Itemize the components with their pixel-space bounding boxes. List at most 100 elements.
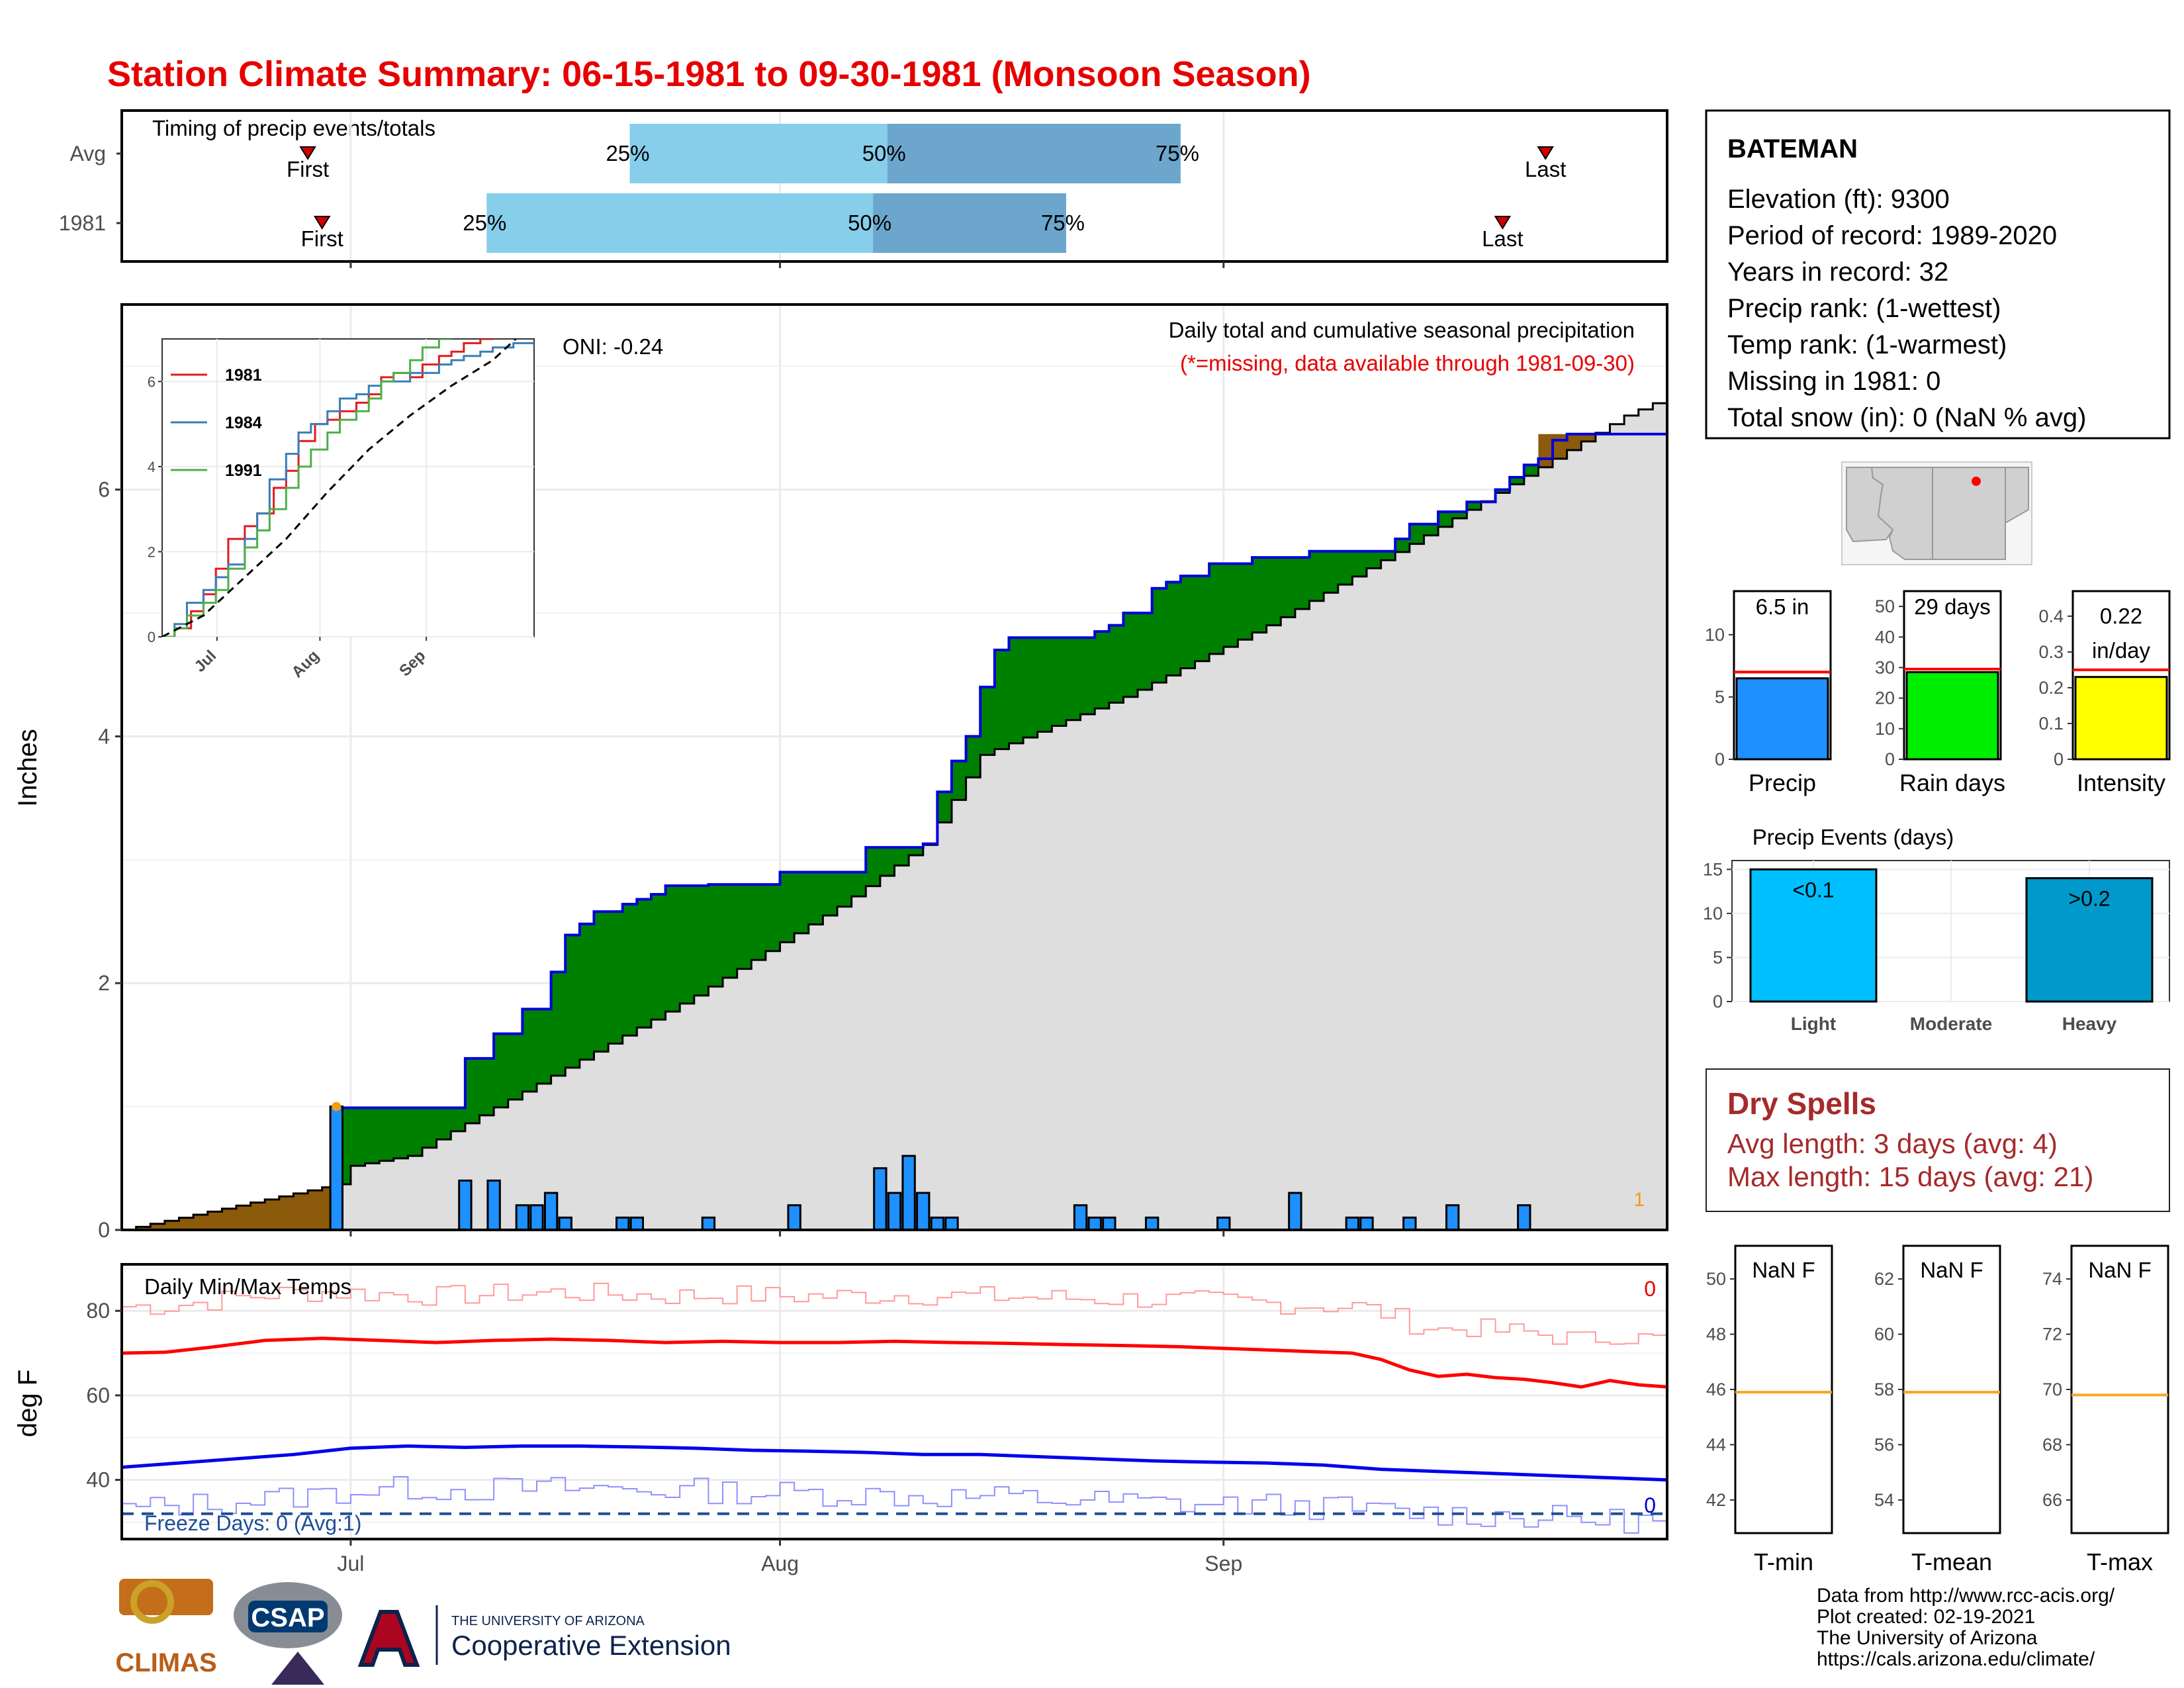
minibar-label: Precip <box>1749 769 1816 796</box>
timing-first-label: First <box>287 157 329 181</box>
station-elevation: Elevation (ft): 9300 <box>1727 185 1950 214</box>
precip-daily-bar <box>916 1192 931 1231</box>
minibar-y-tick-label: 20 <box>1875 688 1895 708</box>
station-period: Period of record: 1989-2020 <box>1727 221 2057 250</box>
csap-mountain <box>271 1652 324 1685</box>
tempbar-label: T-max <box>2087 1548 2153 1575</box>
climas-logo: CLIMAS <box>115 1579 217 1677</box>
tempbar-y-tick-label: 72 <box>2042 1325 2062 1344</box>
csap-logo-text: CSAP <box>251 1603 324 1632</box>
minibar-label: Rain days <box>1899 769 2005 796</box>
timing-pct-label: 50% <box>848 211 891 235</box>
minibar-y-tick-label: 0 <box>1885 749 1895 769</box>
dry-spells-avg-length: Avg length: 3 days (avg: 4) <box>1727 1128 2058 1159</box>
minibar-y-tick-label: 0.4 <box>2038 606 2064 626</box>
timing-bar-q50-q75 <box>873 193 1066 253</box>
tempbar-y-tick-label: 70 <box>2042 1380 2062 1399</box>
tempbar-y-tick-label: 54 <box>1874 1490 1894 1510</box>
precip-events-chart: Precip Events (days) <0.1 Light Moderate >0… <box>1703 825 2170 1034</box>
locator-map <box>1841 461 2032 565</box>
precip-deficit-area-early <box>122 1184 337 1230</box>
precip-daily-bar <box>1073 1204 1088 1231</box>
minibar-y-tick-label: 0.1 <box>2038 714 2064 733</box>
timing-first-label: First <box>301 226 343 251</box>
precip-y-axis-label: Inches <box>13 729 42 807</box>
tempbar-label: T-min <box>1754 1548 1813 1575</box>
precip-average-area <box>336 397 1667 1230</box>
precip-daily-bar <box>1144 1216 1160 1231</box>
inset-y-tick-label: 2 <box>148 543 156 560</box>
temps-panel-frame <box>120 1263 1668 1540</box>
timing-pct-label: 50% <box>862 141 906 165</box>
temperature-bars: 42 44 46 48 50 NaN F T-min 54 56 58 60 62 NaN F T-mea… <box>1706 1244 2169 1575</box>
tempbar-y-tick-label: 74 <box>2042 1269 2062 1289</box>
precip-daily-bar <box>615 1216 630 1231</box>
inset-legend-label: 1991 <box>225 461 262 480</box>
precip-1981-line <box>336 432 1667 1109</box>
events-title: Precip Events (days) <box>1752 825 1954 849</box>
timing-row-1981-label: 1981 <box>59 211 106 235</box>
station-info-frame <box>1705 109 2171 440</box>
precip-daily-bar <box>1402 1216 1417 1231</box>
ua-small-text: THE UNIVERSITY OF ARIZONA <box>451 1614 645 1628</box>
tempbar-value-label: NaN F <box>2088 1258 2151 1282</box>
tempbar-label: T-mean <box>1911 1548 1992 1575</box>
timing-first-marker <box>299 146 316 160</box>
map-texas-edge <box>2005 467 2029 524</box>
inset-legend-label: 1984 <box>225 414 262 432</box>
inset-frame <box>161 338 535 637</box>
station-temp-rank: Temp rank: (1-warmest) <box>1727 330 2007 359</box>
tempbar-y-tick-label: 50 <box>1706 1269 1726 1289</box>
precip-daily-bar <box>1359 1216 1374 1231</box>
precip-y-tick-label: 6 <box>98 478 110 502</box>
tempbar-frame <box>1902 1244 2001 1534</box>
precip-daily-bar <box>1216 1216 1231 1231</box>
precip-panel: Inches Daily total and cumulative seasona… <box>13 303 1668 1242</box>
minibar-y-tick-label: 0.3 <box>2038 642 2064 662</box>
station-snow: Total snow (in): 0 (NaN % avg) <box>1727 403 2086 432</box>
credit-university: The University of Arizona <box>1817 1627 2038 1649</box>
events-bar-label: >0.2 <box>2068 887 2110 911</box>
credit-data-source: Data from http://www.rcc-acis.org/ <box>1817 1585 2115 1607</box>
precip-y-tick-label: 4 <box>98 724 110 748</box>
station-years: Years in record: 32 <box>1727 258 1948 287</box>
temps-y-axis-label: deg F <box>13 1370 42 1437</box>
temps-title: Daily Min/Max Temps <box>144 1274 351 1299</box>
ua-block-a <box>357 1610 420 1667</box>
temps-y-tick-label: 40 <box>86 1468 110 1492</box>
minibar-value-label-line2: in/day <box>2092 638 2151 663</box>
precip-daily-bar <box>901 1154 916 1231</box>
inset-y-tick-label: 0 <box>148 629 156 645</box>
minibar-y-tick-label: 10 <box>1875 719 1895 739</box>
events-category-label: Heavy <box>2062 1013 2117 1034</box>
temps-x-tick-label: Aug <box>761 1552 799 1575</box>
page-title: Station Climate Summary: 06-15-1981 to 0… <box>107 54 1311 94</box>
timing-bar-q25-q50 <box>486 193 874 253</box>
minibar-y-tick-label: 30 <box>1875 657 1895 677</box>
tempbar-y-tick-label: 48 <box>1706 1325 1726 1344</box>
timing-last-label: Last <box>1525 157 1566 181</box>
precip-daily-bar <box>486 1179 501 1231</box>
tempbar-value-label: NaN F <box>1752 1258 1815 1282</box>
events-y-tick-label: 0 <box>1713 992 1723 1011</box>
precip-daily-bar <box>1288 1192 1302 1231</box>
events-category-label: Light <box>1791 1013 1836 1034</box>
minibar-y-tick-label: 10 <box>1705 625 1725 645</box>
inset-series-line <box>162 342 534 637</box>
timing-bar-q50-q75 <box>887 124 1181 183</box>
tempbar-frame <box>1734 1244 1833 1534</box>
ua-logo: THE UNIVERSITY OF ARIZONA Cooperative Ex… <box>357 1605 731 1667</box>
minibar-y-tick-label: 0 <box>2054 749 2064 769</box>
precip-daily-bar <box>1517 1204 1531 1231</box>
precip-daily-bar <box>515 1204 530 1231</box>
minibar-value-label-line1: 0.22 <box>2100 604 2142 628</box>
minibar-y-tick-label: 5 <box>1715 687 1725 707</box>
precip-panel-frame <box>120 303 1668 1231</box>
csap-badge <box>248 1601 328 1632</box>
tempbar-y-tick-label: 68 <box>2042 1434 2062 1454</box>
precip-daily-bar <box>629 1216 645 1231</box>
precip-average-line <box>122 397 1668 1231</box>
inset-legend-label: 1981 <box>225 366 262 385</box>
timing-pct-label: 75% <box>1041 211 1085 235</box>
